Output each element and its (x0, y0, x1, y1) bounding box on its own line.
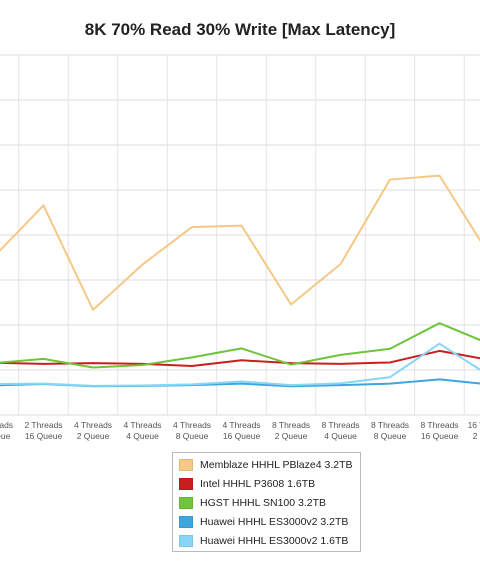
x-tick-label: 4 Threads 4 Queue (123, 420, 161, 441)
x-tick-label: 4 Threads 16 Queue (222, 420, 260, 441)
legend-label: HGST HHHL SN100 3.2TB (200, 496, 327, 509)
legend-swatch (179, 458, 193, 471)
legend-item: HGST HHHL SN100 3.2TB (173, 493, 360, 512)
x-tick-label: 8 Threads 2 Queue (272, 420, 310, 441)
x-tick-label: 8 Threads 4 Queue (321, 420, 359, 441)
legend-swatch (179, 496, 193, 509)
legend-label: Huawei HHHL ES3000v2 1.6TB (200, 534, 349, 547)
legend-item: Intel HHHL P3608 1.6TB (173, 474, 360, 493)
legend-swatch (179, 534, 193, 547)
series-lines (0, 174, 480, 388)
legend-item: Huawei HHHL ES3000v2 1.6TB (173, 531, 360, 550)
legend-item: Huawei HHHL ES3000v2 3.2TB (173, 512, 360, 531)
chart-title: 8K 70% Read 30% Write [Max Latency] (84, 20, 396, 39)
series-line-1 (0, 349, 480, 368)
legend-swatch (179, 477, 193, 490)
legend-label: Huawei HHHL ES3000v2 3.2TB (200, 515, 349, 528)
legend-label: Intel HHHL P3608 1.6TB (200, 477, 316, 490)
x-tick-label: 8 Threads 16 Queue (420, 420, 458, 441)
legend-label: Memblaze HHHL PBlaze4 3.2TB (200, 458, 353, 471)
chart-grid (0, 54, 480, 416)
series-line-2 (0, 322, 480, 369)
series-line-4 (0, 342, 480, 387)
legend-item: Memblaze HHHL PBlaze4 3.2TB (173, 455, 360, 474)
x-tick-label: 4 Threads 2 Queue (74, 420, 112, 441)
x-tick-label: 2 Threads 16 Queue (24, 420, 62, 441)
legend-swatch (179, 515, 193, 528)
series-line-0 (0, 174, 480, 311)
x-tick-label: 4 Threads 8 Queue (173, 420, 211, 441)
x-tick-label: 8 Threads 8 Queue (371, 420, 409, 441)
chart-legend: Memblaze HHHL PBlaze4 3.2TB Intel HHHL P3… (172, 452, 361, 552)
